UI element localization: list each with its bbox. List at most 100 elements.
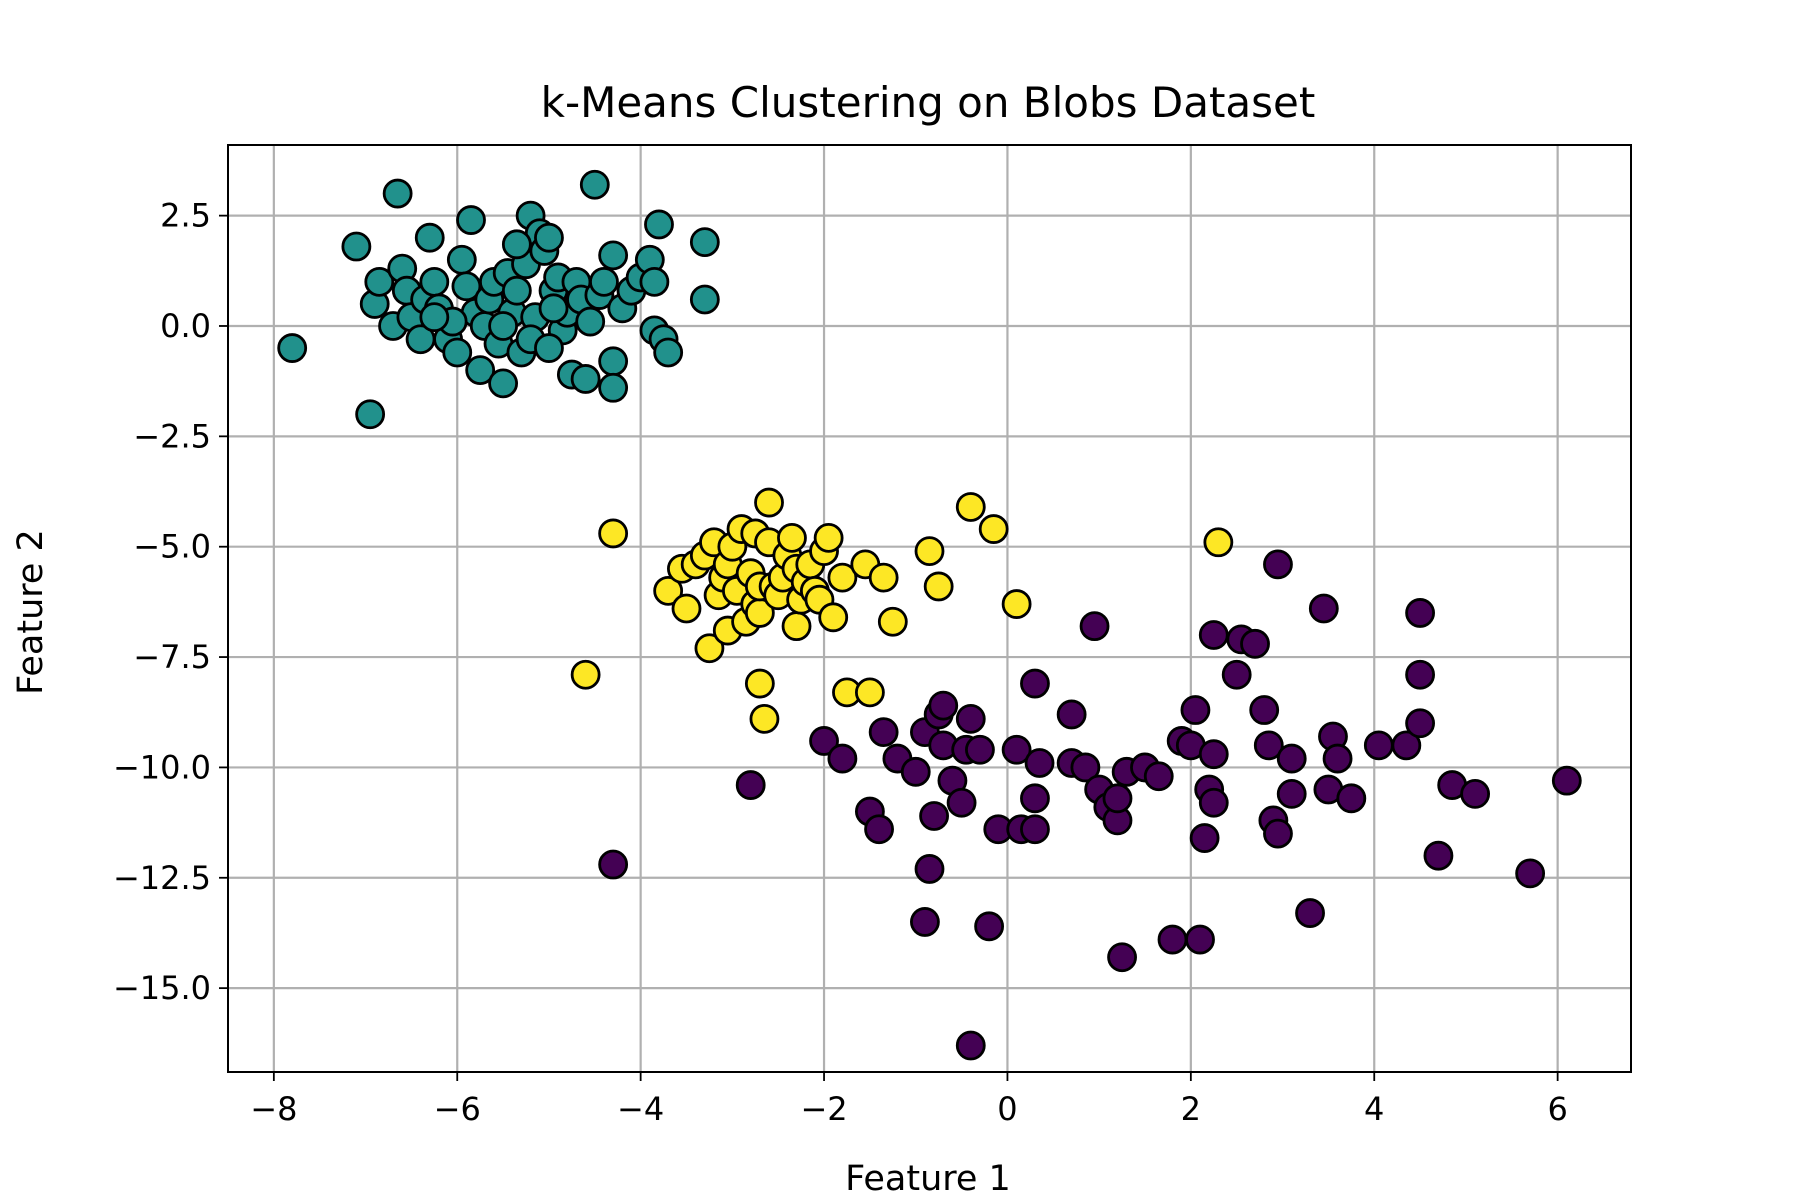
data-point-cluster-1 [442, 337, 473, 368]
data-point-cluster-1 [598, 346, 629, 377]
data-point-cluster-2 [877, 606, 908, 637]
data-point-cluster-1 [488, 311, 518, 341]
data-point-cluster-0 [827, 743, 858, 774]
data-point-cluster-2 [854, 677, 885, 708]
data-point-cluster-0 [1070, 752, 1101, 783]
y-tick-label: 0.0 [160, 307, 211, 345]
data-point-cluster-0 [1198, 787, 1229, 818]
data-point-cluster-2 [781, 611, 812, 642]
data-point-cluster-0 [1157, 924, 1188, 955]
data-point-cluster-2 [914, 536, 945, 567]
x-tick-label: 4 [1364, 1090, 1384, 1128]
data-point-cluster-0 [1107, 942, 1137, 973]
y-tick-label: −12.5 [113, 859, 211, 897]
data-point-cluster-0 [900, 756, 931, 787]
data-point-cluster-2 [598, 518, 629, 549]
data-point-cluster-0 [1263, 549, 1293, 580]
data-point-cluster-2 [744, 668, 775, 699]
x-tick-label: −2 [800, 1090, 847, 1128]
data-point-cluster-0 [1405, 598, 1435, 628]
data-point-cluster-0 [1551, 765, 1582, 796]
data-point-cluster-0 [955, 1030, 986, 1061]
x-axis-label: Feature 1 [845, 1159, 1011, 1199]
x-tick-label: −6 [434, 1090, 481, 1128]
x-tick-label: −8 [250, 1090, 297, 1128]
data-point-cluster-1 [419, 266, 450, 297]
data-point-cluster-1 [579, 169, 610, 200]
data-point-cluster-1 [689, 284, 720, 315]
y-tick-label: −5.0 [133, 528, 211, 566]
data-point-cluster-2 [955, 492, 986, 522]
y-tick-label: −7.5 [133, 638, 211, 676]
data-point-cluster-1 [598, 240, 629, 271]
data-point-cluster-0 [1102, 783, 1133, 814]
data-point-cluster-1 [456, 205, 486, 235]
data-point-cluster-0 [1020, 668, 1050, 699]
data-point-cluster-0 [1079, 611, 1110, 642]
data-point-cluster-0 [1405, 659, 1435, 690]
data-point-cluster-0 [809, 726, 839, 756]
x-tick-label: 0 [997, 1090, 1017, 1128]
data-point-cluster-0 [1185, 924, 1215, 955]
data-point-cluster-2 [570, 659, 601, 690]
x-tick-label: 6 [1547, 1090, 1567, 1128]
data-point-cluster-1 [570, 364, 601, 394]
data-point-cluster-0 [1024, 748, 1055, 778]
data-point-cluster-0 [1322, 743, 1353, 774]
data-point-cluster-0 [946, 787, 977, 818]
data-point-cluster-0 [1143, 761, 1174, 792]
data-point-cluster-2 [694, 633, 725, 664]
data-point-cluster-2 [978, 514, 1009, 544]
y-tick-label: −2.5 [133, 417, 211, 455]
data-point-cluster-0 [1189, 823, 1220, 853]
chart-title: k-Means Clustering on Blobs Dataset [541, 78, 1316, 127]
data-point-cluster-1 [501, 275, 532, 306]
data-point-cluster-2 [653, 575, 684, 606]
data-point-cluster-0 [735, 770, 766, 800]
data-point-cluster-0 [1363, 730, 1394, 761]
data-point-cluster-1 [488, 368, 518, 399]
data-point-cluster-1 [575, 306, 606, 337]
y-tick-label: −10.0 [113, 748, 211, 786]
data-point-cluster-2 [818, 602, 849, 633]
data-point-cluster-1 [598, 372, 629, 403]
data-point-cluster-1 [639, 266, 670, 297]
data-point-cluster-0 [1221, 659, 1252, 690]
data-point-cluster-1 [644, 209, 674, 240]
data-point-cluster-1 [277, 333, 308, 363]
y-tick-label: 2.5 [160, 197, 211, 235]
data-point-cluster-2 [1203, 527, 1234, 558]
data-point-cluster-1 [589, 266, 619, 297]
data-point-cluster-2 [671, 593, 702, 624]
data-point-cluster-2 [777, 522, 807, 553]
data-point-cluster-1 [465, 355, 496, 386]
data-point-cluster-1 [364, 266, 395, 297]
data-point-cluster-2 [1001, 589, 1032, 619]
data-point-cluster-0 [1020, 783, 1050, 814]
plot-frame [227, 144, 1632, 1073]
y-tick-label: −15.0 [113, 969, 211, 1007]
data-point-cluster-0 [1020, 814, 1050, 845]
x-tick-label: 2 [1181, 1090, 1201, 1128]
data-point-cluster-0 [1336, 783, 1367, 814]
data-point-cluster-1 [355, 399, 386, 430]
data-point-cluster-0 [868, 717, 899, 747]
data-point-cluster-0 [1056, 699, 1087, 730]
x-tick-label: −4 [617, 1090, 664, 1128]
data-point-cluster-0 [910, 907, 940, 937]
data-point-cluster-1 [382, 178, 413, 209]
y-axis-label: Feature 2 [11, 529, 51, 695]
y-axis-ticks: 2.5 0.0 −2.5 −5.0 −7.5 −10.0 −12.5 −15.0 [113, 197, 228, 1007]
data-point-cluster-1 [419, 302, 450, 333]
data-point-cluster-0 [928, 690, 959, 721]
data-point-cluster-2 [827, 562, 858, 593]
data-point-cluster-0 [1249, 695, 1280, 725]
data-point-cluster-0 [1515, 858, 1546, 889]
data-point-cluster-0 [974, 911, 1005, 942]
x-axis-ticks: −8 −6 −4 −2 0 2 4 6 [250, 1072, 1568, 1128]
data-point-cluster-1 [653, 337, 684, 368]
data-point-cluster-2 [868, 562, 899, 593]
data-point-cluster-0 [1276, 779, 1307, 809]
data-point-cluster-0 [1253, 730, 1284, 761]
data-point-cluster-1 [689, 227, 720, 258]
